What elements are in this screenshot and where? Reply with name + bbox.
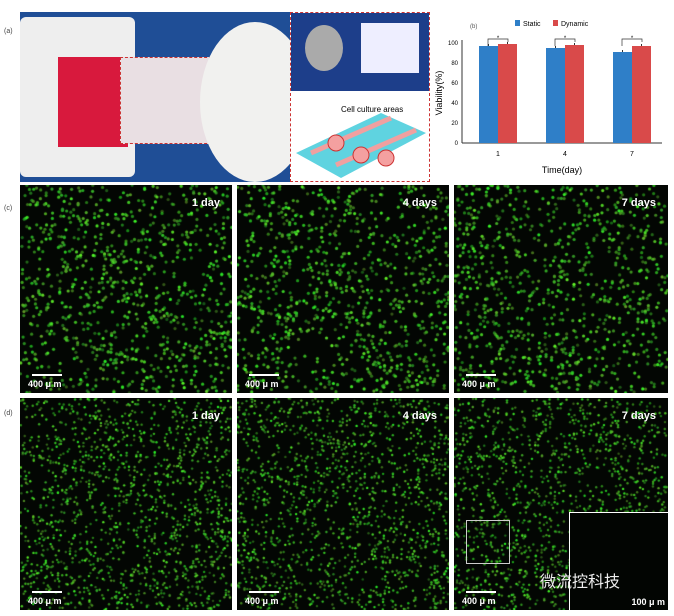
zoom-region-box bbox=[466, 520, 510, 564]
bar bbox=[546, 48, 565, 143]
y-tick-label: 20 bbox=[451, 121, 458, 127]
day-label: 7 days bbox=[621, 197, 656, 209]
x-tick-label: 1 bbox=[496, 151, 500, 158]
scale-bar: 400 μ m bbox=[462, 591, 496, 606]
panel-label-a: (a) bbox=[4, 28, 13, 35]
day-label: 7 days bbox=[621, 410, 656, 422]
legend-label: Dynamic bbox=[561, 21, 589, 28]
day-label: 4 days bbox=[402, 410, 437, 422]
significance-star: * bbox=[564, 36, 567, 42]
chip-inset: Cell culture areas bbox=[290, 12, 430, 182]
x-tick-label: 7 bbox=[630, 151, 634, 158]
bar bbox=[632, 46, 651, 143]
panel-label-d: (d) bbox=[4, 410, 13, 417]
scale-bar: 400 μ m bbox=[28, 591, 62, 606]
significance-star: * bbox=[631, 36, 634, 42]
panel-label-c: (c) bbox=[4, 205, 13, 212]
y-tick-label: 60 bbox=[451, 81, 458, 87]
scale-bar: 400 μ m bbox=[462, 374, 496, 389]
bar bbox=[479, 46, 498, 143]
significance-star: * bbox=[497, 36, 500, 42]
significance-bracket bbox=[554, 38, 576, 46]
watermark: 微流控科技 bbox=[540, 574, 621, 591]
fluorescence-image: 1 day 400 μ m bbox=[20, 185, 232, 393]
day-label: 1 day bbox=[191, 410, 220, 422]
viability-chart: (b) Static Dynamic 0 20 40 60 80 100 Viability(%)… bbox=[434, 20, 662, 175]
bar bbox=[565, 45, 584, 143]
fluorescence-image: 4 days 400 μ m bbox=[237, 185, 449, 393]
y-tick-label: 0 bbox=[455, 141, 459, 147]
scale-bar: 400 μ m bbox=[28, 374, 62, 389]
y-tick-label: 100 bbox=[448, 41, 459, 47]
x-axis-label: Time(day) bbox=[542, 165, 582, 175]
scale-bar: 400 μ m bbox=[245, 374, 279, 389]
significance-bracket bbox=[487, 38, 509, 46]
day-label: 4 days bbox=[402, 197, 437, 209]
fluorescence-image: 7 days 400 μ m bbox=[454, 185, 668, 393]
legend-swatch bbox=[515, 20, 520, 26]
day-label: 1 day bbox=[191, 197, 220, 209]
y-tick-label: 40 bbox=[451, 101, 458, 107]
zoom-inset: 100 μ m bbox=[569, 512, 668, 610]
bar bbox=[498, 44, 517, 143]
scale-bar: 400 μ m bbox=[245, 591, 279, 606]
cell-culture-label: Cell culture areas bbox=[341, 105, 404, 114]
legend-swatch bbox=[553, 20, 558, 26]
y-tick-label: 80 bbox=[451, 61, 458, 67]
panel-label-b: (b) bbox=[470, 24, 477, 30]
zoom-scale-label: 100 μ m bbox=[631, 597, 665, 607]
legend-label: Static bbox=[523, 21, 541, 28]
fluorescence-image: 1 day 400 μ m bbox=[20, 398, 232, 610]
fluorescence-image: 7 days 400 μ m 100 μ m 微流控科技 bbox=[454, 398, 668, 610]
device-photo bbox=[20, 12, 290, 182]
fluorescence-image: 4 days 400 μ m bbox=[237, 398, 449, 610]
bar bbox=[613, 52, 632, 143]
x-tick-label: 4 bbox=[563, 151, 567, 158]
significance-bracket bbox=[621, 38, 643, 46]
y-axis-label: Viability(%) bbox=[434, 71, 444, 116]
